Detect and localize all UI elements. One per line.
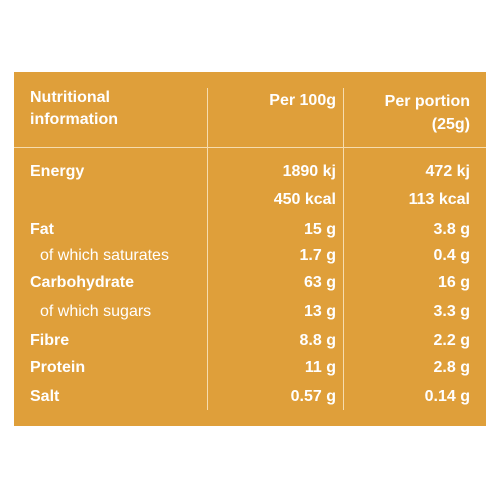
per-portion-value: 113 kcal <box>408 191 470 208</box>
per-portion-value: 472 kj <box>425 163 470 180</box>
per-100g-value: 0.57 g <box>290 388 336 405</box>
per-portion-value: 3.8 g <box>433 221 470 238</box>
row-label: of which sugars <box>40 303 152 320</box>
row-label: Carbohydrate <box>30 274 135 291</box>
row-label: Fat <box>30 221 54 238</box>
per-100g-value: 1890 kj <box>282 163 336 180</box>
row-label: Fibre <box>30 332 70 349</box>
per-portion-value: 3.3 g <box>433 303 470 320</box>
per-100g-value: 1.7 g <box>299 247 336 264</box>
header-label: Nutritional information <box>30 89 118 128</box>
per-100g-value: 450 kcal <box>273 191 336 208</box>
row-label: of which saturates <box>40 247 169 264</box>
column-divider <box>207 88 208 410</box>
row-label: Energy <box>30 163 85 180</box>
per-portion-value: 2.8 g <box>433 359 470 376</box>
per-portion-value: 16 g <box>437 274 470 291</box>
per-100g-value: 11 g <box>304 359 336 376</box>
per-portion-value: 0.14 g <box>424 388 470 405</box>
per-portion-value: 2.2 g <box>433 332 470 349</box>
per-portion-value: 0.4 g <box>433 247 470 264</box>
row-label: Salt <box>30 388 60 405</box>
per-100g-value: 8.8 g <box>299 332 336 349</box>
row-label: Protein <box>30 359 86 376</box>
header-divider <box>14 147 486 148</box>
header-label: Per portion (25g) <box>384 93 470 133</box>
per-100g-value: 63 g <box>303 274 336 291</box>
per-100g-value: 13 g <box>303 303 336 320</box>
per-100g-value: 15 g <box>303 221 336 238</box>
nutrition-panel <box>14 72 486 426</box>
column-divider <box>343 88 344 410</box>
header-label: Per 100g <box>269 92 336 109</box>
